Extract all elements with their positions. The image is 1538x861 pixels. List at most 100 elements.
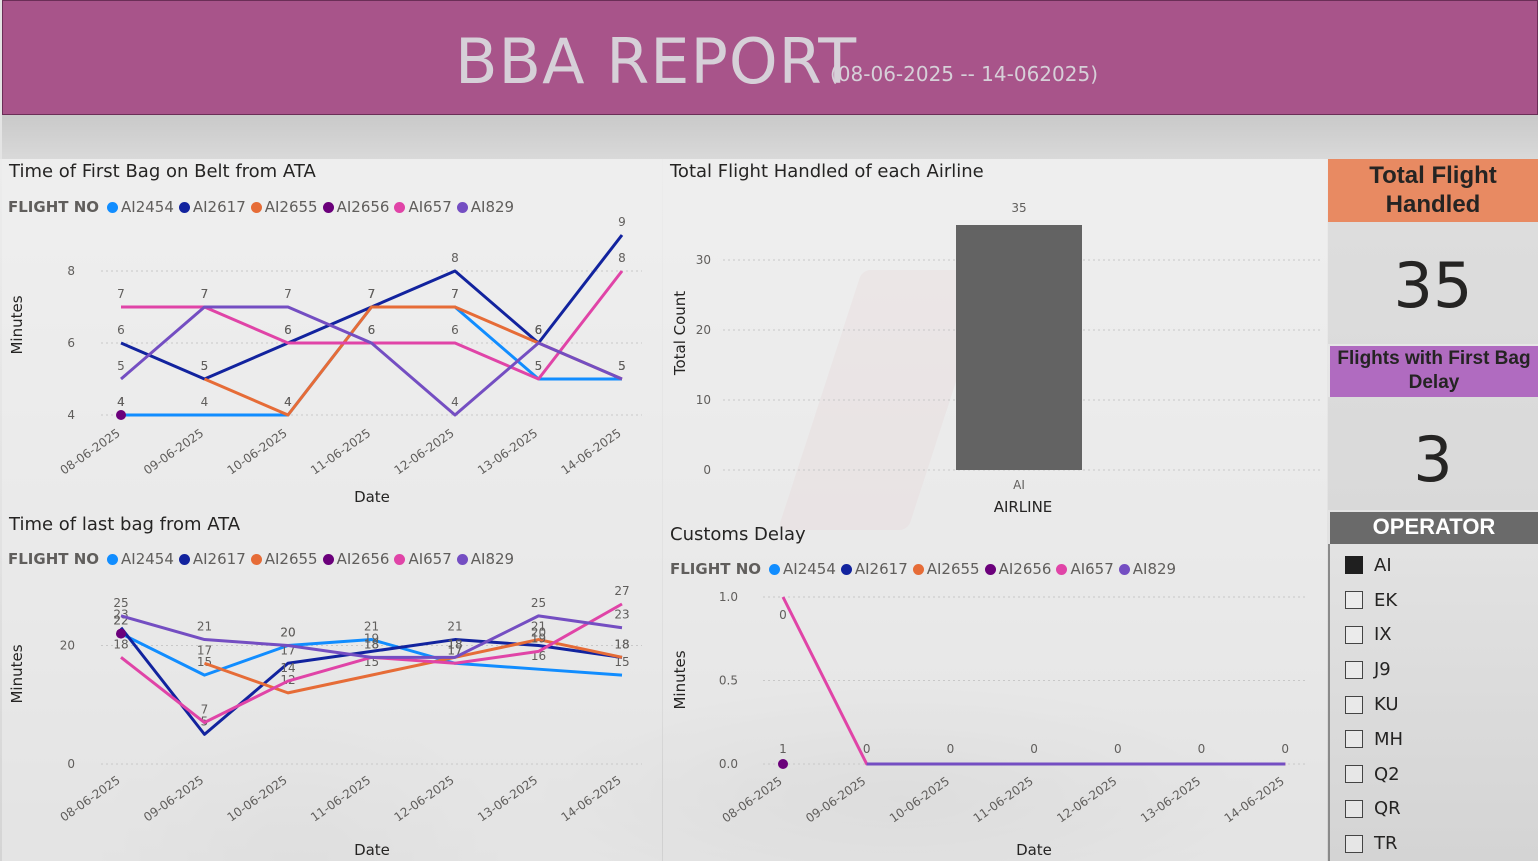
operator-checkbox[interactable] xyxy=(1345,765,1363,784)
data-label: 21 xyxy=(364,620,379,634)
data-label: 7 xyxy=(117,287,125,301)
data-label: 5 xyxy=(535,359,543,373)
operator-checkbox[interactable] xyxy=(1345,625,1363,644)
x-axis-title: Date xyxy=(1016,841,1052,859)
data-label: 20 xyxy=(280,625,295,639)
data-label: 25 xyxy=(531,596,546,610)
y-tick-label: 6 xyxy=(67,336,75,350)
legend-item-ai2656[interactable]: AI2656 xyxy=(984,560,1052,578)
legend-item-ai829[interactable]: AI829 xyxy=(1118,560,1177,578)
y-tick-label: 8 xyxy=(67,264,75,278)
x-tick-label: 11-06-2025 xyxy=(971,774,1036,825)
legend-label: AI829 xyxy=(1132,560,1177,578)
data-label: 9 xyxy=(618,215,626,229)
operator-option-ai[interactable]: AI xyxy=(1345,548,1525,583)
data-label: 25 xyxy=(113,596,128,610)
y-axis-title: Minutes xyxy=(8,295,26,354)
report-date-range: (08-06-2025 -- 14-062025) xyxy=(830,62,1098,86)
series-line-ai829[interactable] xyxy=(120,305,623,417)
operator-checkbox[interactable] xyxy=(1345,556,1363,575)
data-label: 7 xyxy=(368,287,376,301)
data-label: 5 xyxy=(618,359,626,373)
series-point-ai2656[interactable] xyxy=(778,759,788,769)
operator-option-mh[interactable]: MH xyxy=(1345,722,1525,757)
legend-item-ai2617[interactable]: AI2617 xyxy=(178,550,246,568)
x-tick-label: 09-06-2025 xyxy=(803,774,868,825)
legend-item-ai2454[interactable]: AI2454 xyxy=(107,198,174,216)
operator-slicer-scrollbar[interactable] xyxy=(1328,544,1330,861)
y-tick-label: 0 xyxy=(67,757,75,771)
data-label: 5 xyxy=(618,359,626,373)
y-tick-label: 0.5 xyxy=(719,674,738,688)
legend-label: AI657 xyxy=(408,550,452,568)
operator-option-label: TR xyxy=(1374,833,1398,855)
series-line-ai829[interactable] xyxy=(120,614,623,659)
data-label: 6 xyxy=(535,323,543,337)
operator-checkbox[interactable] xyxy=(1345,695,1363,714)
legend-dot-ai657 xyxy=(1056,563,1068,575)
y-tick-label: 0.0 xyxy=(719,757,738,771)
data-label: 6 xyxy=(284,323,292,337)
data-label: 5 xyxy=(618,359,626,373)
x-tick-label: 09-06-2025 xyxy=(141,773,206,824)
x-tick-label: 14-06-2025 xyxy=(559,426,624,477)
operator-option-ek[interactable]: EK xyxy=(1345,583,1525,618)
data-label: 21 xyxy=(197,620,212,634)
data-label: 15 xyxy=(614,655,629,669)
legend-dot-ai2454 xyxy=(769,563,781,575)
operator-option-tr[interactable]: TR xyxy=(1345,826,1525,861)
legend-item-ai2655[interactable]: AI2655 xyxy=(912,560,980,578)
legend-item-ai2656[interactable]: AI2656 xyxy=(322,198,389,216)
kpi-total-box xyxy=(1328,222,1538,344)
bar-ai[interactable] xyxy=(956,225,1082,470)
x-tick-label: 10-06-2025 xyxy=(887,774,952,825)
operator-option-q2[interactable]: Q2 xyxy=(1345,757,1525,792)
legend-label: AI2656 xyxy=(336,550,390,568)
legend-item-ai2655[interactable]: AI2655 xyxy=(250,198,318,216)
series-line-ai2617[interactable] xyxy=(119,626,623,736)
data-label: 6 xyxy=(535,323,543,337)
x-tick-label: 08-06-2025 xyxy=(58,426,123,477)
legend-dot-ai829 xyxy=(1118,563,1130,575)
operator-option-ix[interactable]: IX xyxy=(1345,618,1525,653)
legend-item-ai829[interactable]: AI829 xyxy=(456,550,514,568)
data-label: 8 xyxy=(618,251,626,265)
y-tick-label: 0 xyxy=(703,463,711,477)
legend-item-ai657[interactable]: AI657 xyxy=(394,198,452,216)
operator-option-j9[interactable]: J9 xyxy=(1345,652,1525,687)
data-label: 4 xyxy=(201,395,209,409)
legend-label: AI2656 xyxy=(998,560,1052,578)
legend-item-ai2656[interactable]: AI2656 xyxy=(322,550,390,568)
legend-item-ai2617[interactable]: AI2617 xyxy=(178,198,246,216)
operator-checkbox[interactable] xyxy=(1345,660,1363,679)
series-line-ai2655[interactable] xyxy=(203,305,623,417)
series-line-ai2454[interactable] xyxy=(120,632,623,677)
operator-checkbox[interactable] xyxy=(1345,591,1363,610)
legend-item-ai657[interactable]: AI657 xyxy=(394,550,452,568)
customs-delay-legend: FLIGHT NO AI2454 AI2617 AI2655 AI2656 AI657 AI… xyxy=(670,560,1181,578)
legend-item-ai2454[interactable]: AI2454 xyxy=(107,550,174,568)
operator-option-qr[interactable]: QR xyxy=(1345,792,1525,827)
series-point-ai2656[interactable] xyxy=(116,628,126,639)
operator-checkbox[interactable] xyxy=(1345,799,1363,818)
data-label: 27 xyxy=(614,584,629,598)
data-label: 7 xyxy=(201,287,209,301)
legend-item-ai2454[interactable]: AI2454 xyxy=(769,560,836,578)
last-bag-panel xyxy=(2,512,662,861)
legend-item-ai2617[interactable]: AI2617 xyxy=(840,560,908,578)
legend-item-ai829[interactable]: AI829 xyxy=(456,198,514,216)
operator-option-ku[interactable]: KU xyxy=(1345,687,1525,722)
legend-item-ai657[interactable]: AI657 xyxy=(1056,560,1114,578)
series-point-ai2656[interactable] xyxy=(116,410,126,420)
data-label: 5 xyxy=(201,359,209,373)
operator-checkbox[interactable] xyxy=(1345,730,1363,749)
legend-dot-ai2655 xyxy=(250,201,262,213)
x-tick-label: 11-06-2025 xyxy=(308,426,373,477)
operator-option-label: Q2 xyxy=(1374,763,1400,785)
operator-checkbox[interactable] xyxy=(1345,834,1363,853)
x-tick-label: 13-06-2025 xyxy=(475,426,540,477)
legend-item-ai2655[interactable]: AI2655 xyxy=(250,550,318,568)
y-axis-title: Minutes xyxy=(8,644,26,703)
y-axis-title: Minutes xyxy=(671,650,689,709)
legend-label: AI2655 xyxy=(926,560,980,578)
